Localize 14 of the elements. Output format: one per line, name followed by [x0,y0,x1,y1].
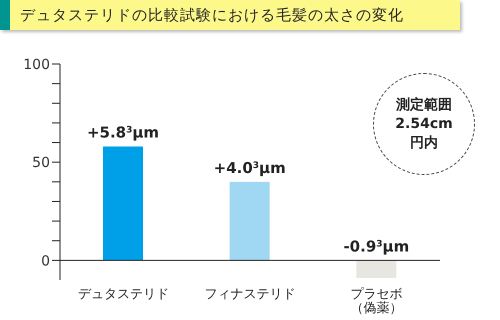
x-tick-label: デュタステリド [78,287,169,302]
y-tick-label: 100 [23,56,50,73]
annotation: +5.8$^{3}$μm [86,123,160,142]
annotation: -0.9$^{3}$μm [343,237,410,256]
bar [230,182,270,260]
y-tick-label: 50 [32,155,50,172]
x-tick-label: プラセボ（偽薬） [350,287,403,316]
dashed-circle: 測定範囲 2.54cm 円内 [373,73,475,175]
bar [103,146,143,260]
chart-title: デュタステリドの比較試験における毛髪の太さの変化 [20,6,404,24]
annotation: +4.0$^{3}$μm [214,158,286,177]
x-tick-label: フィナステリド [204,287,296,302]
y-tick-label: 0 [41,253,50,270]
bar [356,260,396,278]
